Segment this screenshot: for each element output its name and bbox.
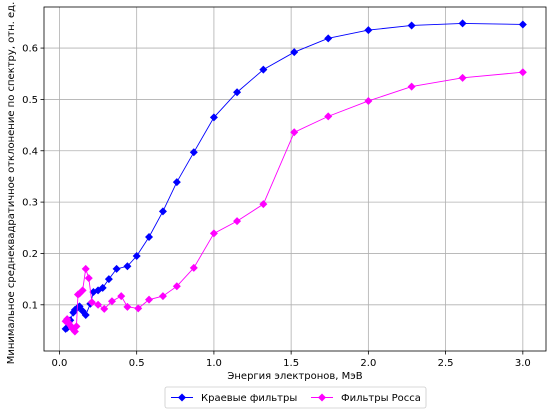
data-point [189,148,198,157]
legend-box [164,386,427,409]
data-point [518,68,527,77]
x-tick-label: 2.0 [360,358,376,369]
data-point [134,304,143,313]
legend-label-ross-filters: Фильтры Росса [341,393,421,404]
x-tick-label: 0.0 [51,358,67,369]
data-point [158,207,167,216]
data-point [78,286,87,295]
data-point [290,128,299,137]
data-point [364,26,373,35]
data-point [233,88,242,97]
y-tick-label: 0.1 [22,300,38,311]
data-point [458,73,467,82]
data-point [324,112,333,121]
data-point [158,292,167,301]
data-point [123,302,132,311]
data-point [145,233,154,242]
x-axis-label: Энергия электронов, МэВ [227,371,362,382]
plot-frame [43,6,547,352]
grid [44,7,546,351]
series-0 [61,19,527,333]
data-point [407,82,416,91]
axis-ticks: 0.0 0.5 1.0 1.5 2.0 2.5 3.0 0.1 0.2 0.3 0.4 0.5 0.6 [22,44,531,369]
data-point [209,113,218,122]
data-point [72,322,81,331]
series-line [65,22,523,330]
legend: Краевые фильтры Фильтры Росса [164,386,427,409]
data-point [145,295,154,304]
data-point [364,96,373,105]
data-point [233,217,242,226]
y-tick-label: 0.3 [22,198,38,209]
data-point [259,200,268,209]
data-point [172,178,181,187]
data-point [94,300,103,309]
data-point [132,252,141,261]
data-point [407,21,416,30]
data-point [81,311,90,320]
x-tick-label: 1.0 [206,358,222,369]
data-point [81,264,90,273]
data-point [189,263,198,272]
y-tick-label: 0.5 [22,95,38,106]
data-point [209,229,218,238]
data-point [84,274,93,283]
y-tick-label: 0.4 [22,146,38,157]
legend-label-edge-filters: Краевые фильтры [201,393,297,404]
data-point [104,275,113,284]
data-point [107,297,116,306]
data-point [98,283,107,292]
x-tick-label: 2.5 [438,358,454,369]
series-1 [61,68,527,336]
legend-marker-edge-filters [178,393,186,402]
x-tick-label: 0.5 [129,358,145,369]
plot-series [61,19,527,336]
data-point [123,262,132,271]
data-point [290,48,299,57]
data-point [324,34,333,43]
data-point [112,264,121,273]
data-point [117,292,126,301]
y-tick-label: 0.2 [22,249,38,260]
x-tick-label: 1.5 [283,358,299,369]
data-point [100,304,109,313]
y-axis-label: Минимальное среднеквадратичное отклонени… [6,2,17,365]
x-tick-label: 3.0 [515,358,531,369]
legend-marker-ross-filters [318,393,326,402]
data-point [172,282,181,291]
data-point [259,65,268,74]
data-point [87,298,96,307]
y-tick-label: 0.6 [22,44,38,55]
data-point [518,20,527,29]
data-point [458,19,467,28]
